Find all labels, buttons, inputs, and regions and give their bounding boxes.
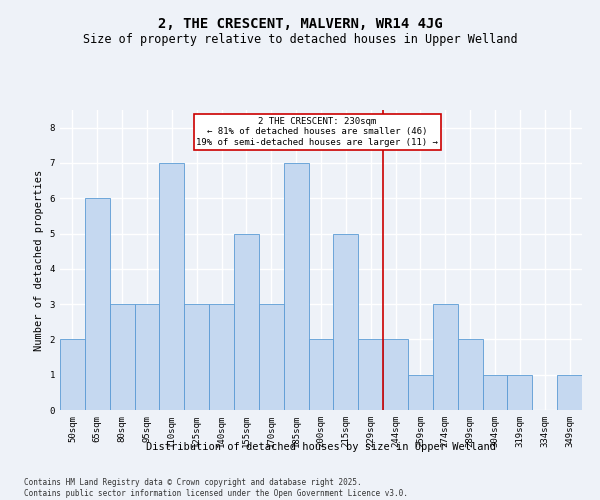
Bar (184, 304, 209, 410)
Bar (110, 304, 134, 410)
Bar (308, 340, 334, 410)
Bar (408, 374, 433, 410)
Text: Contains HM Land Registry data © Crown copyright and database right 2025.
Contai: Contains HM Land Registry data © Crown c… (24, 478, 408, 498)
Text: Distribution of detached houses by size in Upper Welland: Distribution of detached houses by size … (146, 442, 496, 452)
Bar (482, 374, 508, 410)
Bar (508, 374, 532, 410)
Bar (209, 304, 234, 410)
Bar (358, 340, 383, 410)
Bar (60, 340, 85, 410)
Text: Size of property relative to detached houses in Upper Welland: Size of property relative to detached ho… (83, 32, 517, 46)
Bar (134, 304, 160, 410)
Bar (85, 198, 110, 410)
Text: 2 THE CRESCENT: 230sqm
← 81% of detached houses are smaller (46)
19% of semi-det: 2 THE CRESCENT: 230sqm ← 81% of detached… (196, 117, 438, 147)
Bar (284, 163, 308, 410)
Bar (433, 304, 458, 410)
Bar (334, 234, 358, 410)
Bar (557, 374, 582, 410)
Bar (458, 340, 482, 410)
Bar (160, 163, 184, 410)
Text: 2, THE CRESCENT, MALVERN, WR14 4JG: 2, THE CRESCENT, MALVERN, WR14 4JG (158, 18, 442, 32)
Bar (234, 234, 259, 410)
Bar (259, 304, 284, 410)
Bar (383, 340, 408, 410)
Y-axis label: Number of detached properties: Number of detached properties (34, 170, 44, 350)
